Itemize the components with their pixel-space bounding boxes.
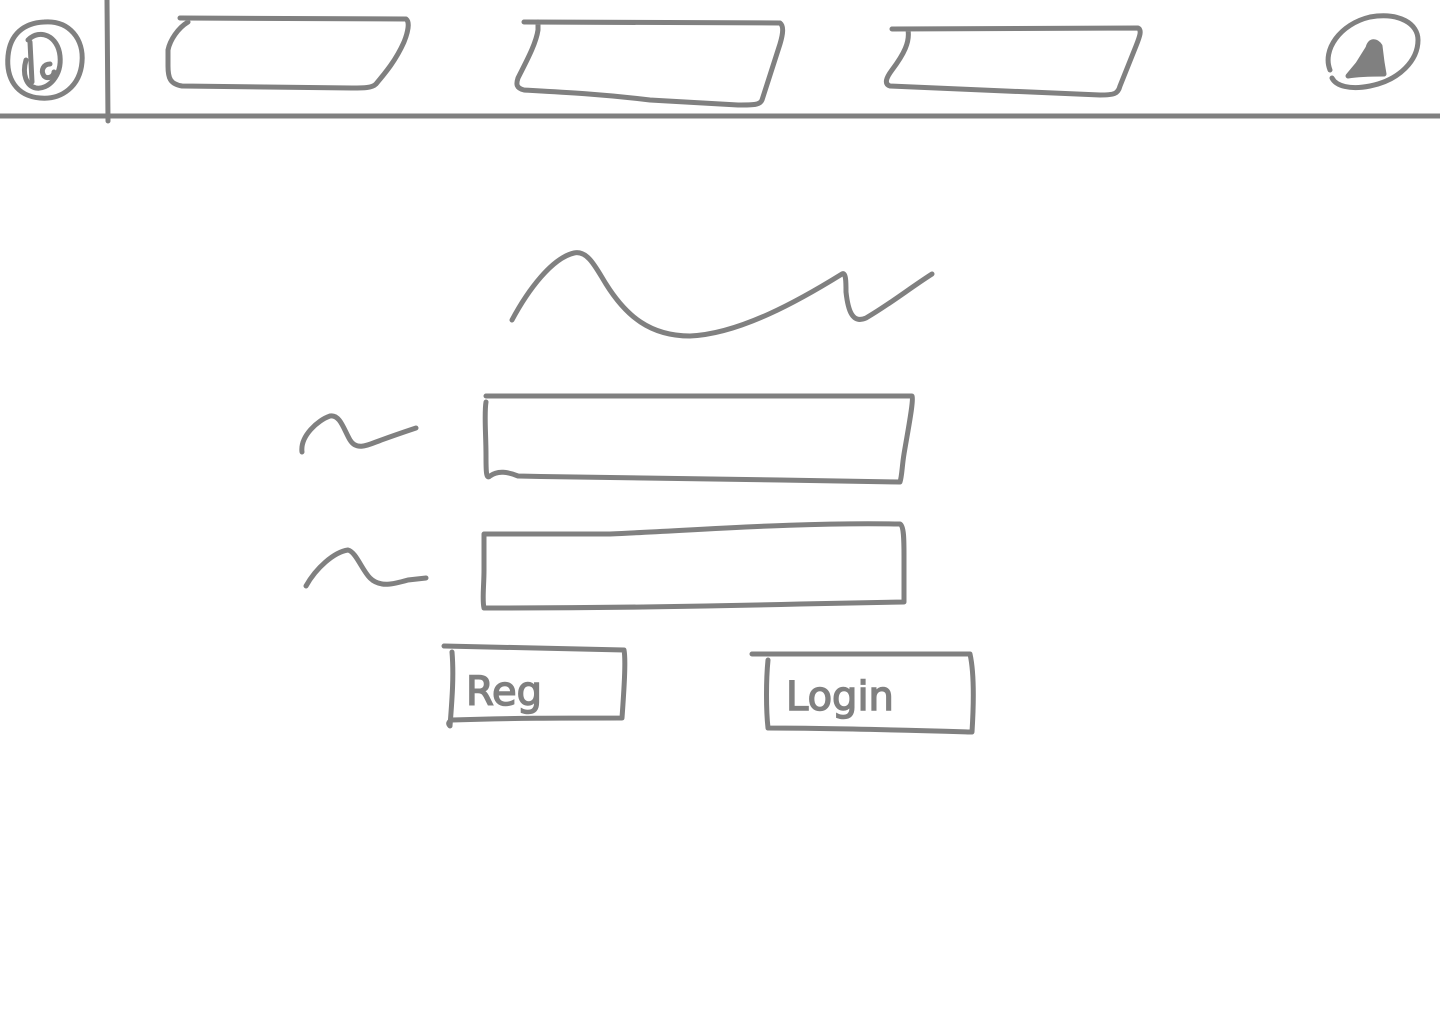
user-account-icon: [1325, 13, 1421, 91]
password-field-shape: [480, 521, 907, 611]
field-2-label-scribble: [303, 547, 429, 589]
nav-tab-2[interactable]: [514, 20, 786, 108]
nav-tab-1[interactable]: [166, 16, 410, 90]
login-title: [510, 250, 935, 340]
register-button-shape: [441, 643, 628, 729]
nav-tab-1-shape: [165, 15, 411, 91]
register-button[interactable]: [444, 644, 628, 728]
title-scribble: [509, 250, 935, 339]
logo-divider: [104, 0, 111, 124]
logo-button[interactable]: [4, 18, 86, 102]
nav-tab-3[interactable]: [884, 26, 1142, 98]
nav-tab-2-shape: [514, 19, 786, 108]
user-account-button[interactable]: [1322, 12, 1422, 92]
password-label: [304, 546, 430, 590]
register-button-label: Reg: [466, 669, 542, 715]
login-button-shape: [749, 651, 976, 735]
field-1-label-scribble: [299, 413, 419, 455]
nav-tab-3-shape: [883, 25, 1143, 98]
username-label: [300, 412, 420, 456]
login-button-label: Login: [786, 674, 894, 720]
username-field[interactable]: [488, 400, 904, 480]
login-button[interactable]: [750, 650, 976, 736]
password-field[interactable]: [488, 536, 900, 604]
logo-icon: [5, 19, 85, 101]
